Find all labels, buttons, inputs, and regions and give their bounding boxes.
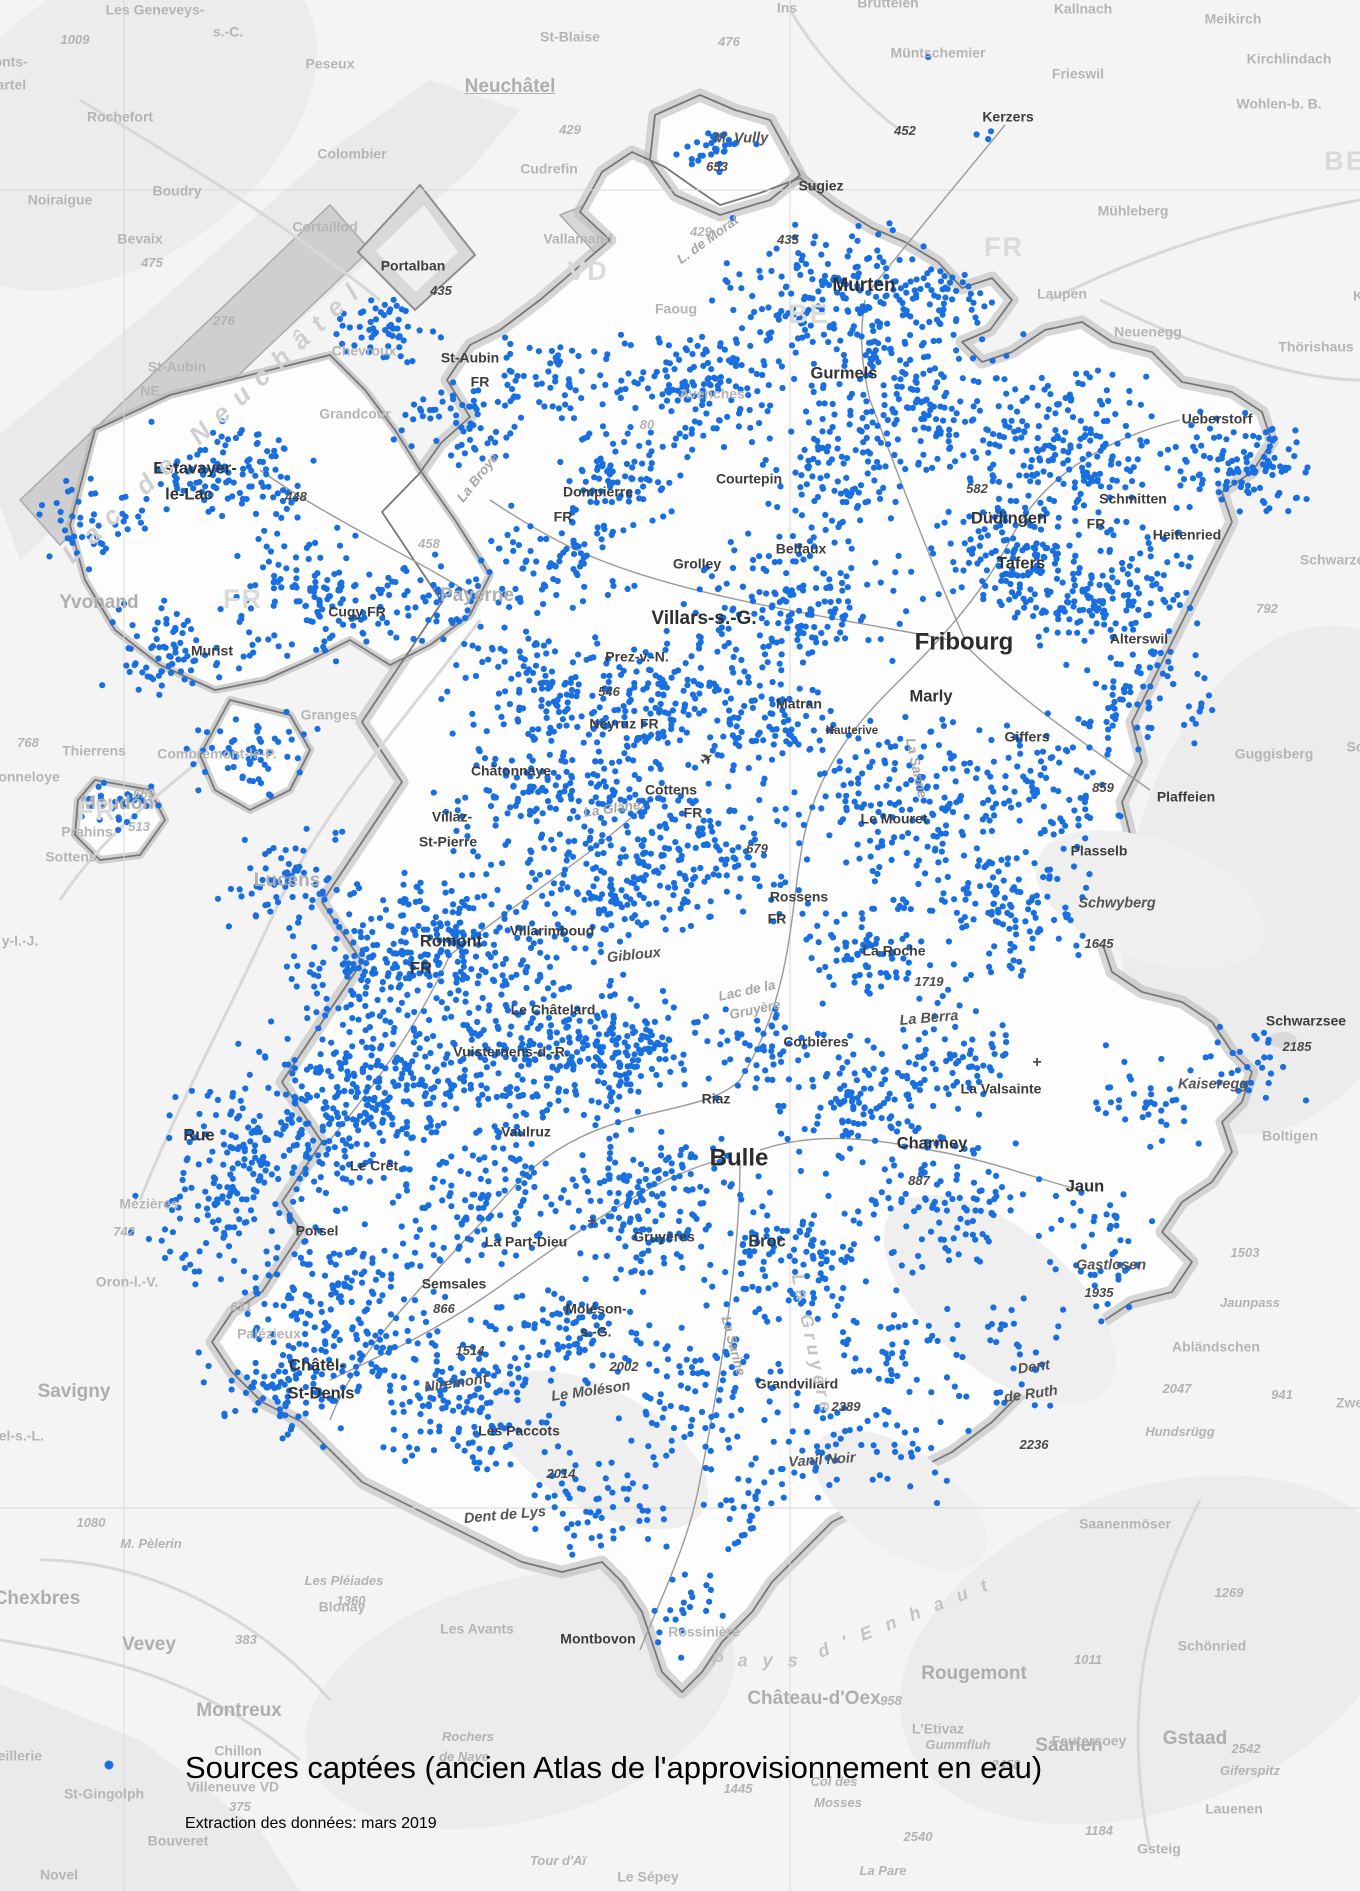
inner-relief xyxy=(491,830,1265,1571)
spring-dots-layer xyxy=(36,53,1311,1661)
